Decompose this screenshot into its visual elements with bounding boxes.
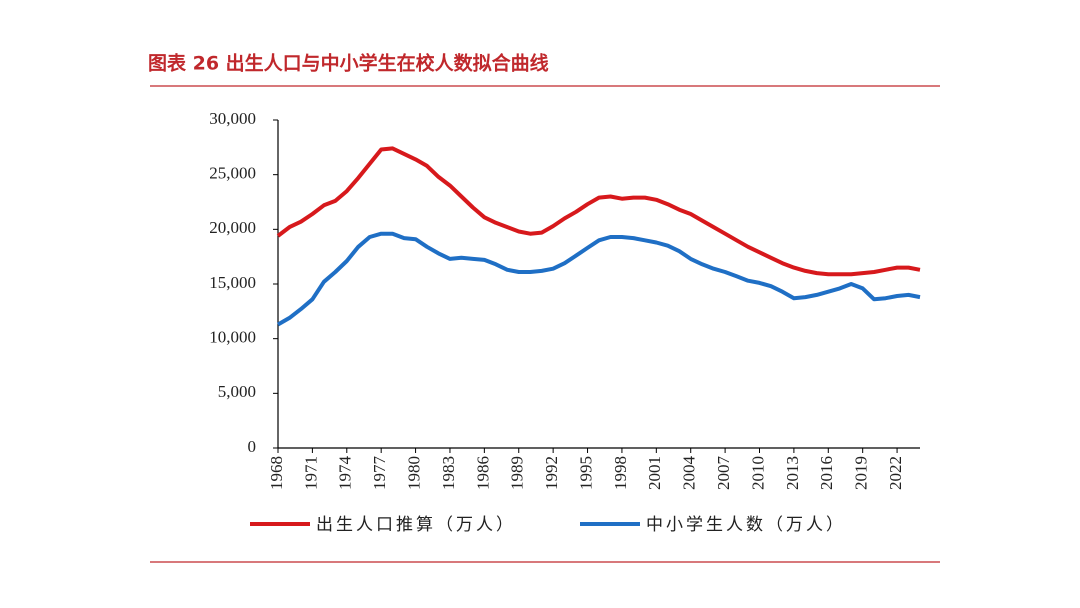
legend-label: 出生人口推算（万人） [316,515,516,535]
x-tick-label: 1986 [473,456,492,490]
y-tick-label: 5,000 [218,382,256,401]
x-tick-label: 2019 [852,456,871,490]
x-tick-label: 1977 [370,456,389,491]
y-tick-label: 20,000 [209,218,256,237]
x-tick-label: 1968 [267,456,286,490]
x-tick-label: 1971 [301,456,320,490]
y-tick-label: 10,000 [209,328,256,347]
x-tick-label: 1992 [542,456,561,490]
y-tick-label: 0 [248,437,257,456]
x-tick-label: 2001 [645,456,664,490]
x-tick-label: 2022 [886,456,905,490]
x-tick-label: 2016 [817,456,836,490]
x-tick-label: 1989 [508,456,527,490]
x-tick-label: 2010 [748,456,767,490]
y-tick-label: 15,000 [209,273,256,292]
y-tick-label: 30,000 [209,109,256,128]
legend-label: 中小学生人数（万人） [646,515,846,535]
x-tick-label: 1995 [576,456,595,490]
x-tick-label: 2013 [783,456,802,490]
chart-title: 图表 26 出生人口与中小学生在校人数拟合曲线 [148,52,549,75]
x-tick-label: 1974 [336,456,355,491]
x-tick-label: 1998 [611,456,630,490]
series-line [276,146,921,277]
x-tick-label: 2004 [680,456,699,491]
series-line [277,231,921,327]
x-tick-label: 1983 [439,456,458,490]
x-tick-label: 2007 [714,456,733,491]
y-tick-label: 25,000 [209,164,256,183]
x-tick-label: 1980 [404,456,423,490]
